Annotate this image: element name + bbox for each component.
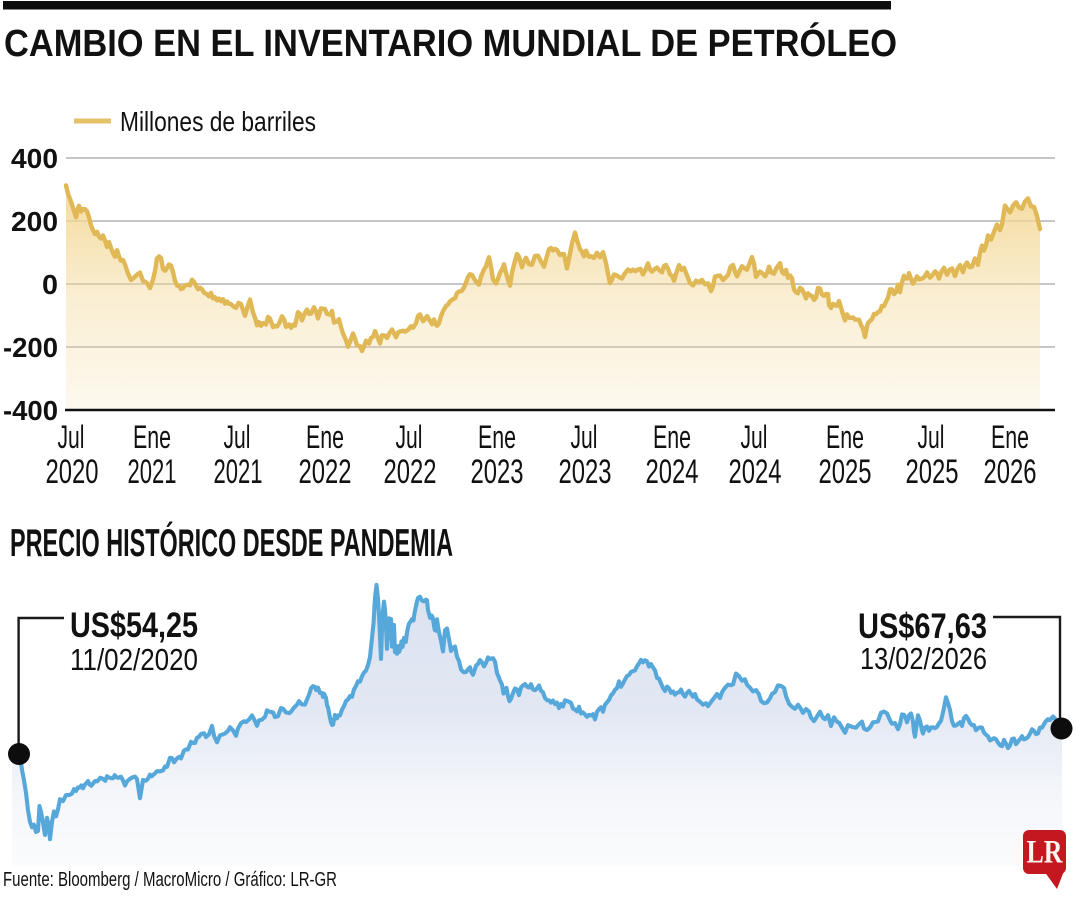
svg-text:Jul: Jul (224, 419, 251, 455)
svg-text:2024: 2024 (729, 453, 782, 491)
svg-text:PRECIO HISTÓRICO DESDE PANDEMI: PRECIO HISTÓRICO DESDE PANDEMIA (10, 521, 453, 565)
svg-text:US$54,25: US$54,25 (70, 606, 198, 645)
svg-text:2021: 2021 (128, 453, 177, 491)
svg-text:Jul: Jul (396, 419, 423, 455)
svg-text:2020: 2020 (46, 453, 99, 491)
svg-text:Ene: Ene (478, 419, 516, 455)
svg-text:2026: 2026 (984, 453, 1037, 491)
svg-text:200: 200 (11, 206, 58, 237)
svg-text:Jul: Jul (918, 419, 945, 455)
svg-text:Ene: Ene (991, 419, 1029, 455)
svg-text:2025: 2025 (819, 453, 872, 491)
svg-text:2023: 2023 (471, 453, 524, 491)
svg-text:13/02/2026: 13/02/2026 (860, 641, 987, 676)
svg-text:Fuente: Bloomberg / MacroMicro: Fuente: Bloomberg / MacroMicro / Gráfico… (3, 869, 337, 891)
svg-text:Ene: Ene (133, 419, 171, 455)
svg-text:LR: LR (1027, 835, 1064, 871)
svg-text:400: 400 (11, 143, 58, 174)
svg-text:2024: 2024 (646, 453, 699, 491)
svg-text:11/02/2020: 11/02/2020 (70, 642, 198, 677)
svg-text:-200: -200 (3, 332, 58, 363)
svg-text:-400: -400 (3, 395, 58, 426)
svg-text:0: 0 (42, 269, 58, 300)
svg-text:2022: 2022 (384, 453, 437, 491)
svg-text:Millones de barriles: Millones de barriles (120, 106, 316, 137)
svg-text:Ene: Ene (653, 419, 691, 455)
svg-text:Jul: Jul (571, 419, 598, 455)
svg-text:2023: 2023 (559, 453, 612, 491)
svg-text:2022: 2022 (299, 453, 352, 491)
svg-text:CAMBIO EN EL INVENTARIO MUNDIA: CAMBIO EN EL INVENTARIO MUNDIAL DE PETRÓ… (4, 21, 897, 65)
svg-text:Ene: Ene (306, 419, 344, 455)
svg-text:Jul: Jul (741, 419, 768, 455)
svg-text:Ene: Ene (826, 419, 864, 455)
svg-text:2021: 2021 (214, 453, 263, 491)
svg-text:US$67,63: US$67,63 (858, 607, 987, 646)
svg-text:Jul: Jul (58, 419, 85, 455)
svg-text:2025: 2025 (906, 453, 959, 491)
